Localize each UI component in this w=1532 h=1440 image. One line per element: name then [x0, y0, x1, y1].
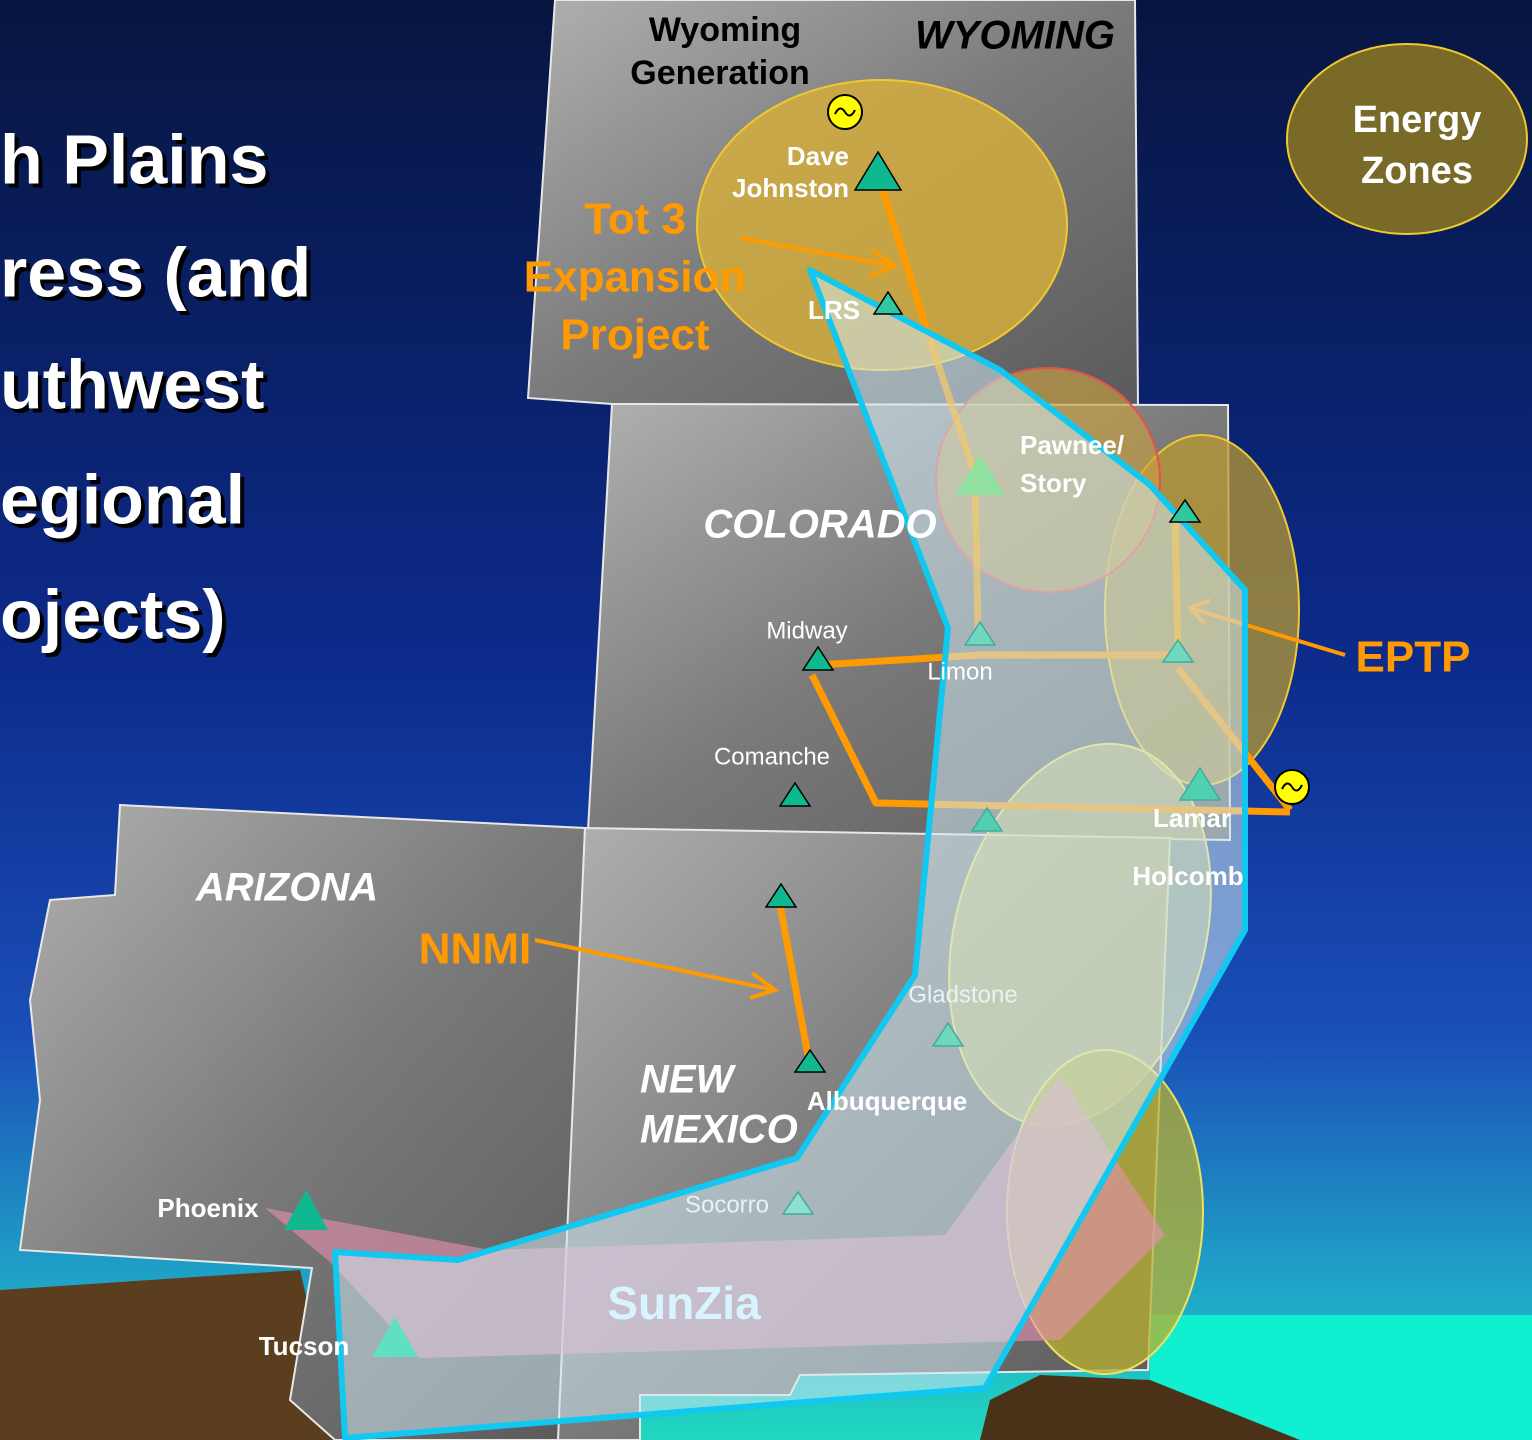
substation	[853, 150, 903, 191]
state-label: MEXICO	[640, 1108, 798, 1152]
substation	[764, 882, 798, 908]
arrow-head	[749, 971, 780, 1000]
substation	[801, 645, 835, 671]
substation	[781, 1190, 815, 1215]
substation	[1178, 766, 1222, 801]
plant-label: LRS	[808, 295, 860, 325]
plant-label: Gladstone	[908, 981, 1017, 1008]
generator-symbol	[834, 107, 856, 117]
plant-label: Lamar	[1153, 803, 1231, 833]
title-line: ress (and	[0, 233, 311, 311]
substation	[963, 620, 997, 646]
arrow	[739, 236, 896, 268]
plant-label: Comanche	[714, 743, 830, 770]
substation	[955, 455, 1005, 495]
plant-label: Pawnee/	[1020, 430, 1124, 460]
state-label: NEW	[640, 1058, 737, 1102]
legend-label: Energy	[1353, 99, 1482, 141]
substation	[1161, 638, 1195, 663]
plant-label: Generation	[630, 54, 809, 92]
plant-label: Limon	[927, 658, 992, 685]
project-label: SunZia	[607, 1277, 761, 1329]
plant-label: Socorro	[685, 1191, 769, 1218]
plant-label: Johnston	[732, 173, 849, 203]
substation	[793, 1048, 827, 1073]
plant-label: Dave	[787, 141, 849, 171]
plant-label: Tucson	[259, 1331, 350, 1361]
transmission-line	[776, 904, 812, 1056]
title-line: uthwest	[0, 345, 264, 423]
project-label: Project	[560, 311, 710, 360]
substation	[970, 806, 1004, 832]
project-label: EPTP	[1356, 633, 1471, 682]
plant-label: Holcomb	[1132, 861, 1243, 891]
state-label: ARIZONA	[195, 866, 378, 910]
state-label: COLORADO	[703, 503, 936, 547]
plant-label: Midway	[766, 617, 847, 644]
legend-label: Zones	[1361, 150, 1473, 192]
ground	[0, 1270, 340, 1440]
title-line: h Plains	[0, 120, 268, 198]
substation	[1168, 498, 1202, 523]
corridor-outline	[332, 267, 1248, 1440]
substation	[284, 1190, 328, 1230]
state-label: WYOMING	[915, 14, 1115, 58]
transmission-line	[879, 188, 934, 342]
plant-label: Wyoming	[649, 11, 801, 49]
legend-swatch	[1286, 43, 1528, 235]
plant-label: Albuquerque	[807, 1086, 967, 1116]
arrow	[534, 938, 776, 992]
substation	[372, 1317, 418, 1357]
substation	[931, 1021, 965, 1047]
project-label: Expansion	[524, 253, 747, 302]
ground	[980, 1375, 1300, 1440]
generator-symbol	[1281, 782, 1303, 792]
substation	[778, 781, 812, 807]
substation	[872, 290, 904, 315]
arrow-head	[869, 248, 900, 278]
plant-label: Story	[1020, 468, 1087, 498]
project-label: Tot 3	[584, 195, 686, 244]
title-line: ojects)	[0, 575, 226, 653]
transmission-line	[1171, 514, 1182, 656]
title-line: egional	[0, 460, 245, 538]
project-label: NNMI	[419, 925, 531, 974]
plant-label: Phoenix	[157, 1193, 259, 1223]
